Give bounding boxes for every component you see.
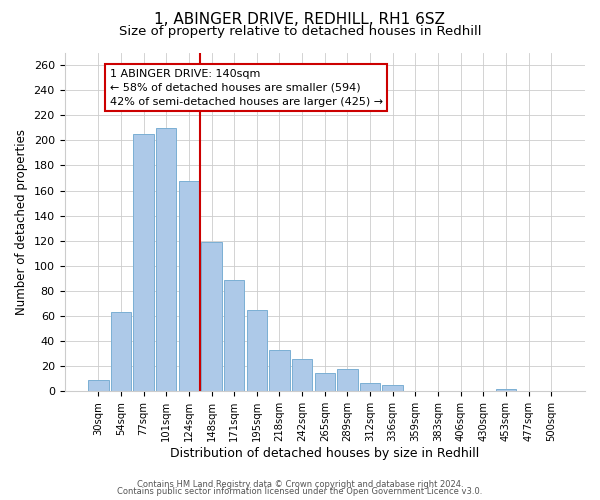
Bar <box>179 180 199 392</box>
Bar <box>247 310 267 392</box>
X-axis label: Distribution of detached houses by size in Redhill: Distribution of detached houses by size … <box>170 447 479 460</box>
Bar <box>360 382 380 392</box>
Bar <box>292 358 313 392</box>
Bar <box>269 350 290 392</box>
Bar <box>111 312 131 392</box>
Text: Contains HM Land Registry data © Crown copyright and database right 2024.: Contains HM Land Registry data © Crown c… <box>137 480 463 489</box>
Bar <box>314 372 335 392</box>
Text: 1, ABINGER DRIVE, REDHILL, RH1 6SZ: 1, ABINGER DRIVE, REDHILL, RH1 6SZ <box>155 12 445 28</box>
Bar <box>156 128 176 392</box>
Bar <box>88 380 109 392</box>
Bar <box>202 242 222 392</box>
Bar <box>337 369 358 392</box>
Y-axis label: Number of detached properties: Number of detached properties <box>15 129 28 315</box>
Text: Contains public sector information licensed under the Open Government Licence v3: Contains public sector information licen… <box>118 488 482 496</box>
Bar <box>382 385 403 392</box>
Text: 1 ABINGER DRIVE: 140sqm
← 58% of detached houses are smaller (594)
42% of semi-d: 1 ABINGER DRIVE: 140sqm ← 58% of detache… <box>110 69 383 107</box>
Bar <box>496 389 516 392</box>
Bar <box>133 134 154 392</box>
Bar <box>224 280 244 392</box>
Text: Size of property relative to detached houses in Redhill: Size of property relative to detached ho… <box>119 25 481 38</box>
